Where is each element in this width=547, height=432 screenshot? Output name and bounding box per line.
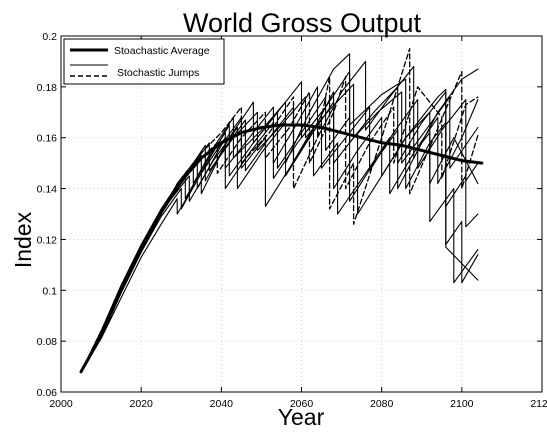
x-tick-label: 2100 bbox=[450, 398, 474, 410]
series-layer bbox=[79, 48, 484, 374]
series-line-jump bbox=[80, 53, 479, 373]
y-tick-label: 0.16 bbox=[37, 133, 58, 145]
y-tick-label: 0.2 bbox=[42, 31, 57, 43]
series-line-jump bbox=[80, 96, 479, 373]
series-line-dashed bbox=[80, 48, 479, 373]
chart-title: World Gross Output bbox=[183, 8, 422, 38]
series-line-jump bbox=[80, 91, 479, 373]
legend-label-average: Stoachastic Average bbox=[114, 45, 210, 57]
x-tick-label: 2020 bbox=[129, 398, 153, 410]
y-tick-label: 0.14 bbox=[37, 184, 58, 196]
y-tick-label: 0.08 bbox=[37, 336, 58, 348]
x-tick-label: 2080 bbox=[370, 398, 394, 410]
legend: Stoachastic Average Stochastic Jumps bbox=[63, 38, 225, 85]
y-tick-label: 0.1 bbox=[42, 285, 57, 297]
series-line-jump bbox=[80, 99, 479, 373]
x-tick-label: 2060 bbox=[290, 398, 314, 410]
legend-label-jumps: Stochastic Jumps bbox=[117, 67, 199, 79]
y-tick-label: 0.06 bbox=[37, 387, 58, 399]
series-line-jump bbox=[80, 60, 479, 373]
y-axis-label: Index bbox=[10, 211, 36, 268]
y-tick-label: 0.12 bbox=[37, 234, 58, 246]
x-tick-label: 2040 bbox=[210, 398, 234, 410]
x-tick-label: 2000 bbox=[49, 398, 73, 410]
series-line-jump bbox=[80, 101, 479, 373]
y-tick-label: 0.18 bbox=[37, 82, 58, 94]
x-axis-label: Year bbox=[278, 404, 325, 430]
series-line-average bbox=[79, 123, 484, 374]
